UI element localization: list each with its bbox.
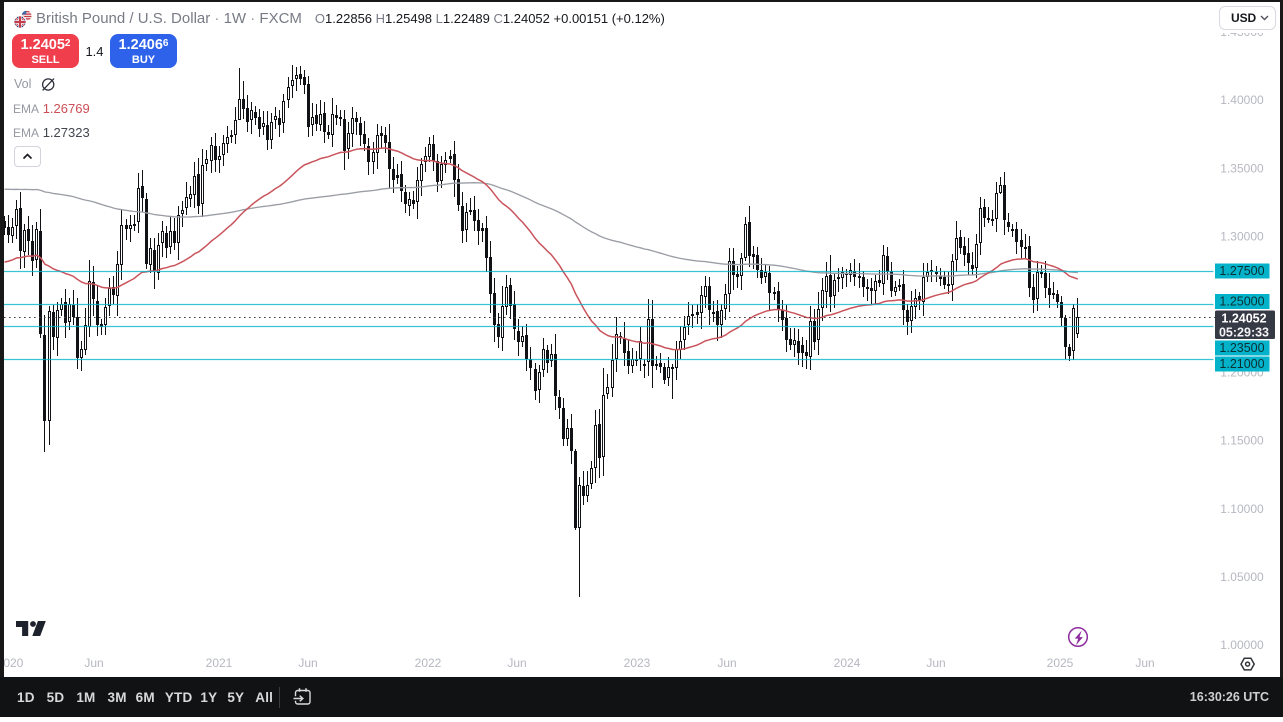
svg-text:1.00000: 1.00000 xyxy=(1220,638,1264,652)
svg-text:Jun: Jun xyxy=(507,656,526,670)
svg-text:1.15000: 1.15000 xyxy=(1220,434,1264,448)
svg-text:05:29:33: 05:29:33 xyxy=(1219,325,1269,339)
svg-text:2020: 2020 xyxy=(0,656,24,670)
svg-text:2023: 2023 xyxy=(624,656,651,670)
svg-text:1.27500: 1.27500 xyxy=(1219,264,1264,278)
svg-text:Jun: Jun xyxy=(298,656,317,670)
svg-text:1.05000: 1.05000 xyxy=(1220,570,1264,584)
svg-text:2021: 2021 xyxy=(206,656,233,670)
svg-text:1.21000: 1.21000 xyxy=(1219,357,1264,371)
svg-text:1.30000: 1.30000 xyxy=(1220,229,1264,243)
svg-text:1.35000: 1.35000 xyxy=(1220,161,1264,175)
svg-text:1.10000: 1.10000 xyxy=(1220,502,1264,516)
svg-text:Jun: Jun xyxy=(926,656,945,670)
svg-text:2022: 2022 xyxy=(415,656,442,670)
svg-text:2025: 2025 xyxy=(1047,656,1074,670)
svg-text:Jun: Jun xyxy=(717,656,736,670)
svg-text:1.25000: 1.25000 xyxy=(1219,295,1264,309)
svg-text:1.24052: 1.24052 xyxy=(1221,312,1266,326)
svg-text:2024: 2024 xyxy=(834,656,861,670)
svg-text:1.40000: 1.40000 xyxy=(1220,93,1264,107)
svg-text:Jun: Jun xyxy=(84,656,103,670)
svg-text:1.23500: 1.23500 xyxy=(1219,341,1264,355)
svg-text:Jun: Jun xyxy=(1135,656,1154,670)
